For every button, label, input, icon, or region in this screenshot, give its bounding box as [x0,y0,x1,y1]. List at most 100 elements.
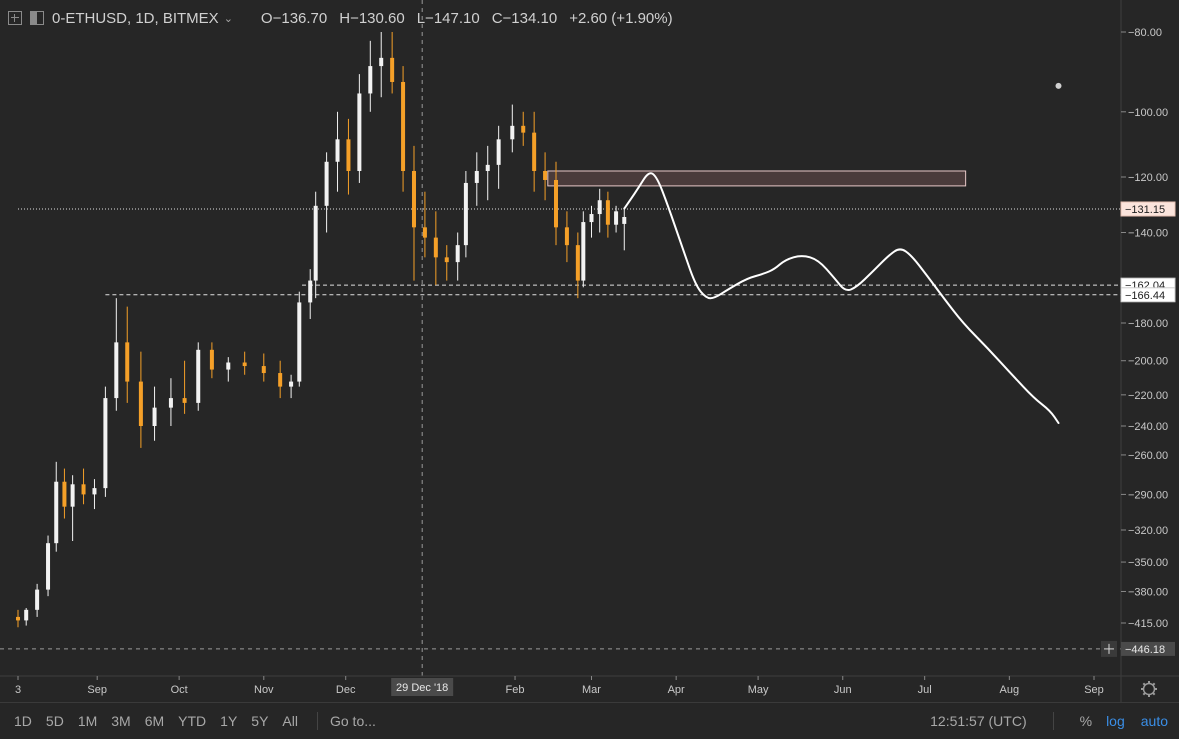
candle-body [308,280,313,303]
candle-body [62,481,67,507]
toolbar-divider [1052,712,1054,730]
y-tick-label: −415.00 [1128,618,1168,630]
candle-body [622,217,627,224]
candle-body [152,407,157,426]
x-tick-label: Dec [336,684,356,696]
symbol-label[interactable]: 0-ETHUSD, 1D, BITMEX [52,9,219,27]
gear-icon-tooth [1142,692,1146,696]
percent-toggle[interactable]: % [1079,713,1093,729]
price-label: −131.15 [1125,204,1165,216]
y-tick-label: −80.00 [1128,27,1162,39]
candle-body [575,245,580,281]
candle-body [614,211,619,225]
candle-body [433,237,438,258]
candle-body [510,125,515,140]
open-value: O−136.70 [260,9,328,27]
candle-body [554,179,558,228]
range-1d[interactable]: 1D [14,713,32,729]
x-tick-label: Sep [1084,684,1104,696]
y-tick-label: −240.00 [1128,421,1168,433]
y-tick-label: −350.00 [1128,557,1168,569]
candle-body [242,362,247,367]
y-tick-label: −180.00 [1128,318,1168,330]
candle-body [357,93,362,171]
low-value: L−147.10 [416,9,480,27]
candle-body [581,222,586,281]
expand-icon[interactable] [8,11,22,25]
range-5d[interactable]: 5D [45,713,64,729]
candle-body [70,484,75,507]
change-value: +2.60 (+1.90%) [569,9,673,27]
candle-body [390,57,395,82]
gear-icon-ring [1142,682,1156,696]
hide-series-icon[interactable] [30,11,44,25]
candle-body [35,589,40,610]
candle-body [278,373,283,387]
marker-point [1055,82,1062,89]
range-ytd[interactable]: YTD [178,713,207,729]
range-6m[interactable]: 6M [144,713,165,729]
x-tick-label: Oct [171,684,188,696]
candle-body [46,543,51,590]
crosshair-price-label: −446.18 [1125,644,1165,656]
goto-button[interactable]: Go to... [329,713,376,729]
gear-icon[interactable] [1141,681,1157,697]
high-value: H−130.60 [339,9,405,27]
x-tick-label: Apr [668,684,685,696]
candle-body [289,381,294,387]
candle-body [182,398,187,403]
candle-body [324,161,329,206]
y-tick-label: −260.00 [1128,450,1168,462]
candle-body [474,170,479,183]
candle-body [114,342,119,399]
projection-line [623,172,1060,424]
y-tick-label: −220.00 [1128,390,1168,402]
candle-body [92,488,97,495]
candle-body [532,132,537,171]
crosshair-date-box [391,678,454,696]
candle-body [521,125,526,133]
candle-body [209,349,214,370]
candle-body [589,214,594,223]
candle-body [463,182,468,246]
chart-legend: 0-ETHUSD, 1D, BITMEX ⌄ O−136.70 H−130.60… [8,7,685,29]
x-tick-label: May [748,684,769,696]
y-tick-label: −290.00 [1128,489,1168,501]
candle-body [444,257,449,263]
range-all[interactable]: All [282,713,298,729]
utc-clock[interactable]: 12:51:57 (UTC) [930,713,1027,729]
crosshair-price-box [1121,641,1175,656]
gear-icon-tooth [1142,682,1146,686]
candle-body [422,227,427,238]
candle-body [81,484,86,495]
log-toggle[interactable]: log [1106,713,1125,729]
x-tick-label: Jun [834,684,852,696]
candle-body [226,362,231,370]
x-tick-label: Nov [254,684,274,696]
candle-body [411,170,416,228]
candle-body [261,366,266,374]
candle-body [401,81,406,171]
candle-body [168,398,173,408]
auto-toggle[interactable]: auto [1140,713,1168,729]
range-3m[interactable]: 3M [111,713,131,729]
y-tick-label: −100.00 [1128,107,1168,119]
x-tick-label: 3 [15,684,21,696]
candle-body [16,616,20,621]
crosshair-date-label: 29 Dec '18 [396,682,448,694]
range-5y[interactable]: 5Y [251,713,269,729]
range-1y[interactable]: 1Y [220,713,238,729]
candle-body [335,139,340,162]
price-label-box [1120,201,1176,217]
range-1m[interactable]: 1M [77,713,98,729]
close-value: C−134.10 [491,9,558,27]
candle-body [543,170,548,180]
candle-body [485,164,490,171]
candle-body [313,205,318,281]
candle-body [297,302,302,382]
candle-body [597,200,602,215]
toolbar-divider [316,712,318,730]
y-tick-label: −120.00 [1128,172,1168,184]
chevron-down-icon[interactable]: ⌄ [223,12,233,25]
